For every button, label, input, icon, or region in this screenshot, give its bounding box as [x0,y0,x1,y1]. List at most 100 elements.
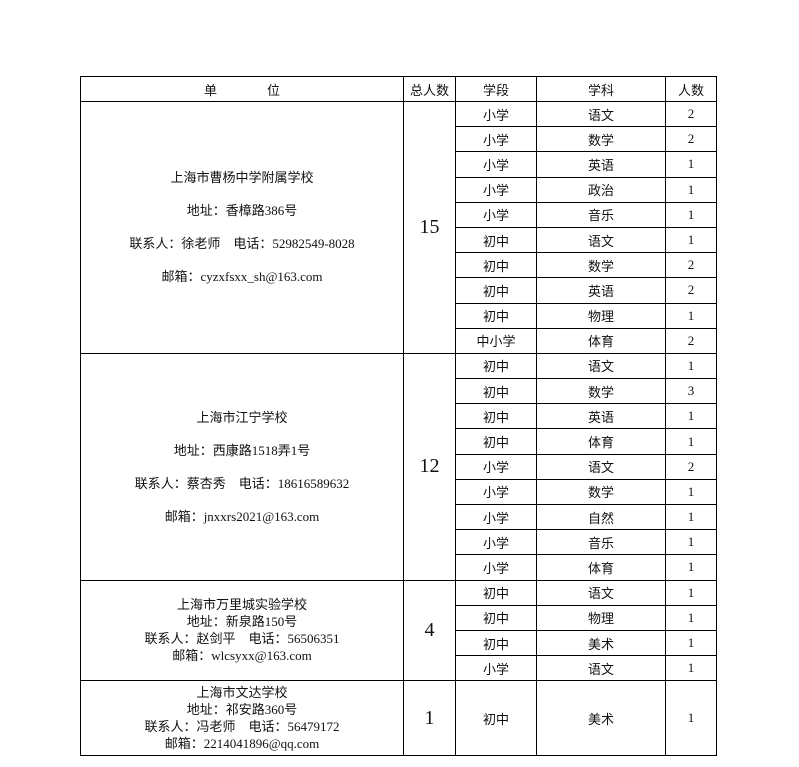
data-row: 初中 物理 1 [81,604,717,631]
data-row: 上海市万里城实验学校 地址：新泉路150号 联系人：赵剑平 电话：56506351 邮… [80,579,717,682]
count-cell: 1 [665,655,717,682]
count-cell: 1 [665,151,717,178]
stage-cell: 初中 [455,277,537,304]
data-row: 初中 体育 1 [81,428,717,455]
count-cell: 1 [665,579,717,606]
school-email: 邮箱：wlcsyxx@163.com [172,648,312,664]
count-cell: 1 [665,604,717,631]
school-name: 上海市江宁学校 [196,409,288,425]
subject-cell: 体育 [536,428,666,455]
subject-cell: 语文 [536,655,666,682]
stage-cell: 中小学 [455,327,537,354]
data-row: 小学 音乐 1 [81,529,717,556]
subject-cell: 英语 [536,151,666,178]
subject-cell: 音乐 [536,201,666,228]
stage-cell: 初中 [455,352,537,380]
count-cell: 1 [665,478,717,506]
count-cell: 1 [665,554,717,581]
school-email: 邮箱：cyzxfsxx_sh@163.com [161,269,323,285]
count-cell: 1 [665,201,717,228]
stage-cell: 初中 [455,378,537,405]
count-cell: 1 [665,226,717,254]
school-name: 上海市曹杨中学附属学校 [170,170,314,186]
stage-cell: 小学 [455,478,537,506]
school-contact: 联系人：蔡杏秀 电话：18616589632 [134,475,350,491]
count-cell: 1 [665,529,717,556]
count-cell: 1 [665,428,717,455]
school-address: 地址：新泉路150号 [186,614,298,630]
data-row: 初中 美术 1 [81,629,717,657]
school-address: 地址：西康路1518弄1号 [173,442,311,458]
stage-cell: 初中 [455,403,537,430]
header-cell: 人数 [665,76,717,102]
header-cell: 学科 [536,76,666,102]
school-info: 上海市曹杨中学附属学校 地址：香樟路386号 联系人：徐老师 电话：52982549… [80,101,404,354]
stage-cell: 小学 [455,529,537,556]
total-count: 1 [403,680,456,757]
data-row: 初中 英语 1 [81,403,717,430]
subject-cell: 政治 [536,176,666,203]
subject-cell: 语文 [536,100,666,128]
school-email: 邮箱：2214041896@qq.com [164,736,320,752]
count-cell: 1 [665,680,717,757]
stage-cell: 小学 [455,151,537,178]
stage-cell: 小学 [455,100,537,128]
data-row: 上海市江宁学校地址：西康路1518弄1号联系人：蔡杏秀 电话：186165896… [80,352,717,581]
header-cell: 单位 [80,76,404,102]
count-cell: 2 [665,100,717,128]
stage-cell: 小学 [455,126,537,153]
count-cell: 1 [665,302,717,329]
total-count: 15 [403,101,456,354]
subject-cell: 自然 [536,503,666,531]
subject-cell: 体育 [536,327,666,354]
stage-cell: 小学 [455,655,537,682]
subject-cell: 英语 [536,403,666,430]
school-contact: 联系人：赵剑平 电话：56506351 [144,631,340,647]
subject-cell: 语文 [536,579,666,606]
stage-cell: 小学 [455,176,537,203]
count-cell: 2 [665,252,717,279]
total-count: 4 [403,579,456,682]
count-cell: 2 [665,126,717,153]
subject-cell: 体育 [536,554,666,581]
stage-cell: 小学 [455,453,537,480]
subject-cell: 物理 [536,604,666,631]
data-row: 小学 语文 1 [81,655,717,682]
header-cell: 学段 [455,76,537,102]
subject-cell: 数学 [536,126,666,153]
stage-cell: 初中 [455,629,537,657]
stage-cell: 初中 [455,226,537,254]
subject-cell: 美术 [536,629,666,657]
data-row: 小学 自然 1 [81,503,717,531]
data-row: 初中 语文 1 [81,226,717,254]
data-row: 初中 英语 2 [81,277,717,304]
count-cell: 1 [665,403,717,430]
header-cell: 总人数 [403,76,456,102]
count-cell: 1 [665,352,717,380]
stage-cell: 初中 [455,604,537,631]
count-cell: 3 [665,378,717,405]
data-row: 上海市文达学校 地址：祁安路360号 联系人：冯老师 电话：56479172 邮箱：2… [80,680,717,757]
school-info: 上海市万里城实验学校 地址：新泉路150号 联系人：赵剑平 电话：56506351 邮… [80,579,404,682]
recruit-table: 单位 总人数 学段 学科 人数 上海市曹杨中学附属学校 地址：香樟路386号 联系人：徐老师 … [80,76,717,757]
data-row: 小学 数学 2 [81,126,717,153]
school-contact: 联系人：徐老师 电话：52982549-8028 [129,236,355,252]
data-row: 初中 数学 3 [81,378,717,405]
subject-cell: 音乐 [536,529,666,556]
stage-cell: 初中 [455,302,537,329]
school-address: 地址：祁安路360号 [186,702,298,718]
subject-cell: 美术 [536,680,666,757]
count-cell: 2 [665,453,717,480]
data-row: 小学 语文 2 [81,453,717,480]
count-cell: 2 [665,277,717,304]
header-row: 单位 总人数 学段 学科 人数 [80,76,717,102]
data-row: 小学 体育 1 [81,554,717,581]
subject-cell: 语文 [536,352,666,380]
count-cell: 1 [665,629,717,657]
school-info: 上海市文达学校 地址：祁安路360号 联系人：冯老师 电话：56479172 邮箱：2… [80,680,404,757]
subject-cell: 数学 [536,378,666,405]
stage-cell: 小学 [455,201,537,228]
school-contact: 联系人：冯老师 电话：56479172 [144,719,340,735]
count-cell: 1 [665,176,717,203]
